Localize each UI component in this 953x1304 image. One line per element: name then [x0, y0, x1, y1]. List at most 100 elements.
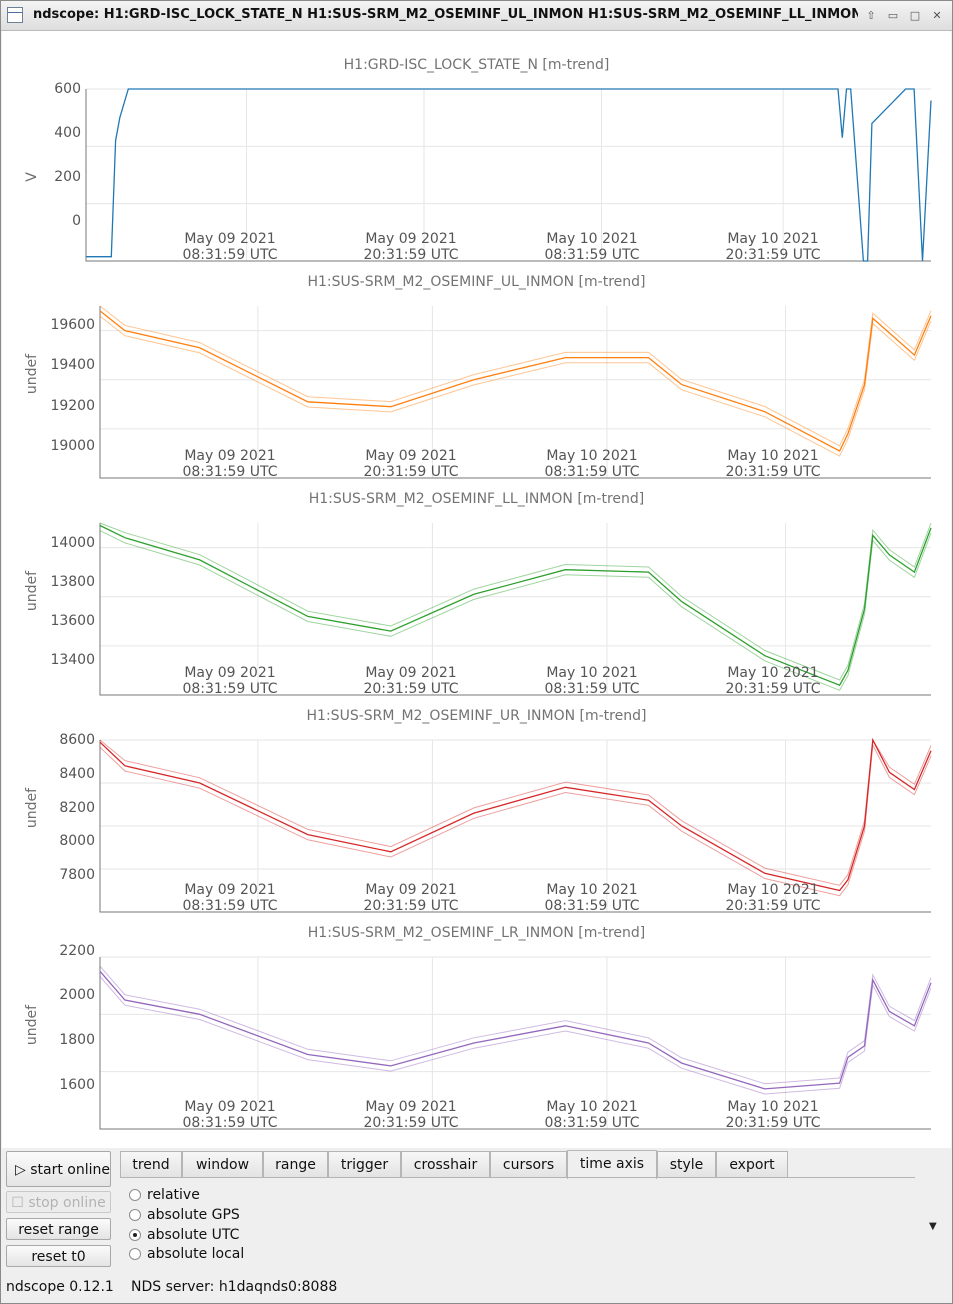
tab-export[interactable]: export: [716, 1151, 788, 1177]
x-tick-label: May 10 2021 08:31:59 UTC: [544, 448, 640, 480]
x-tick-label: May 10 2021 08:31:59 UTC: [544, 882, 640, 914]
plot-lr-inmon[interactable]: H1:SUS-SRM_M2_OSEMINF_LR_INMON [m-trend]…: [2, 919, 951, 1131]
trace-line: [99, 524, 932, 687]
y-tick-label: 19200: [50, 398, 95, 414]
tab-cursors[interactable]: cursors: [490, 1151, 567, 1177]
radio-icon: [129, 1189, 141, 1201]
y-tick-label: 0: [72, 213, 81, 229]
x-tick-label: May 10 2021 20:31:59 UTC: [725, 231, 821, 263]
minimize-icon[interactable]: ▭: [887, 9, 899, 22]
trace-line: [99, 970, 932, 1090]
y-tick-label: 13800: [50, 574, 95, 590]
y-tick-label: 400: [54, 125, 81, 141]
up-arrow-icon[interactable]: ⇧: [866, 9, 876, 22]
trace-envelope-env-hi: [99, 305, 932, 447]
y-axis-label: undef: [24, 1004, 40, 1046]
maximize-icon[interactable]: □: [909, 9, 921, 22]
y-tick-label: 8000: [59, 833, 95, 849]
radio-absolute-local[interactable]: absolute local: [129, 1245, 244, 1263]
reset-t0-button[interactable]: reset t0: [6, 1245, 111, 1267]
control-panel: ▷ start online ☐ stop online reset range…: [2, 1149, 951, 1303]
x-tick-label: May 10 2021 08:31:59 UTC: [544, 231, 640, 263]
close-icon[interactable]: ✕: [932, 9, 942, 22]
version-label: ndscope 0.12.1: [6, 1279, 114, 1295]
x-tick-label: May 10 2021 20:31:59 UTC: [725, 882, 821, 914]
y-tick-label: 19600: [50, 317, 95, 333]
axis-line: [99, 523, 931, 696]
plot-area[interactable]: H1:GRD-ISC_LOCK_STATE_N [m-trend] V 600 …: [2, 31, 951, 1148]
x-tick-label: May 10 2021 08:31:59 UTC: [544, 665, 640, 697]
plot-title: H1:SUS-SRM_M2_OSEMINF_LL_INMON [m-trend]: [308, 491, 645, 507]
plot-canvas[interactable]: [2, 51, 951, 263]
plot-ul-inmon[interactable]: H1:SUS-SRM_M2_OSEMINF_UL_INMON [m-trend]…: [2, 268, 951, 480]
trace-line: [99, 310, 932, 452]
start-online-button[interactable]: ▷ start online: [6, 1151, 111, 1187]
tab-crosshair[interactable]: crosshair: [401, 1151, 490, 1177]
tab-trend[interactable]: trend: [120, 1151, 182, 1177]
y-tick-label: 13600: [50, 613, 95, 629]
y-tick-label: 19000: [50, 438, 95, 454]
reset-range-button[interactable]: reset range: [6, 1218, 111, 1240]
trace-envelope-env-lo: [99, 743, 932, 897]
panel-expand-arrow-icon[interactable]: ▼: [929, 1221, 937, 1232]
y-tick-label: 1600: [59, 1077, 95, 1093]
y-tick-label: 8600: [59, 732, 95, 748]
y-tick-label: 19400: [50, 357, 95, 373]
y-tick-label: 1800: [59, 1032, 95, 1048]
y-tick-label: 13400: [50, 652, 95, 668]
trace-envelope-env-lo: [99, 530, 932, 691]
axis-line: [99, 306, 931, 479]
axis-line: [99, 957, 931, 1130]
tab-trigger[interactable]: trigger: [328, 1151, 401, 1177]
tab-time-axis[interactable]: time axis: [567, 1150, 657, 1179]
x-tick-label: May 09 2021 20:31:59 UTC: [363, 231, 459, 263]
x-tick-label: May 09 2021 20:31:59 UTC: [363, 1099, 459, 1131]
y-tick-label: 8400: [59, 766, 95, 782]
trace-line: [86, 88, 932, 262]
plot-canvas[interactable]: [2, 268, 951, 480]
y-axis-label: undef: [24, 353, 40, 395]
plot-title: H1:SUS-SRM_M2_OSEMINF_LR_INMON [m-trend]: [307, 925, 646, 941]
y-axis-label: undef: [24, 787, 40, 829]
plot-lock-state[interactable]: H1:GRD-ISC_LOCK_STATE_N [m-trend] V 600 …: [2, 51, 951, 263]
play-icon: ▷: [15, 1162, 31, 1178]
trace-envelope-env-lo: [99, 315, 932, 457]
trace-envelope-env-hi: [99, 965, 932, 1085]
radio-relative[interactable]: relative: [129, 1186, 200, 1204]
title-bar[interactable]: ndscope: H1:GRD-ISC_LOCK_STATE_N H1:SUS-…: [1, 1, 952, 31]
tab-window[interactable]: window: [182, 1151, 263, 1177]
checkbox-icon: ☐: [11, 1195, 29, 1211]
nds-server-label: NDS server: h1daqnds0:8088: [131, 1279, 338, 1295]
stop-online-button: ☐ stop online: [6, 1191, 111, 1213]
radio-absolute-gps[interactable]: absolute GPS: [129, 1206, 240, 1224]
radio-absolute-utc[interactable]: absolute UTC: [129, 1226, 239, 1244]
x-tick-label: May 09 2021 20:31:59 UTC: [363, 665, 459, 697]
plot-canvas[interactable]: [2, 702, 951, 914]
plot-ur-inmon[interactable]: H1:SUS-SRM_M2_OSEMINF_UR_INMON [m-trend]…: [2, 702, 951, 914]
app-icon: [7, 7, 23, 23]
x-tick-label: May 10 2021 20:31:59 UTC: [725, 448, 821, 480]
plot-title: H1:SUS-SRM_M2_OSEMINF_UL_INMON [m-trend]: [307, 274, 646, 290]
plot-canvas[interactable]: [2, 485, 951, 697]
plot-ll-inmon[interactable]: H1:SUS-SRM_M2_OSEMINF_LL_INMON [m-trend]…: [2, 485, 951, 697]
x-tick-label: May 10 2021 08:31:59 UTC: [544, 1099, 640, 1131]
tab-style[interactable]: style: [657, 1151, 716, 1177]
x-tick-label: May 09 2021 08:31:59 UTC: [182, 882, 278, 914]
trace-line: [99, 737, 932, 892]
y-tick-label: 600: [54, 81, 81, 97]
tab-range[interactable]: range: [263, 1151, 328, 1177]
x-tick-label: May 10 2021 20:31:59 UTC: [725, 1099, 821, 1131]
y-tick-label: 7800: [59, 867, 95, 883]
radio-icon: [129, 1209, 141, 1221]
x-tick-label: May 09 2021 08:31:59 UTC: [182, 448, 278, 480]
trace-envelope-env-lo: [99, 976, 932, 1095]
plot-canvas[interactable]: [2, 919, 951, 1131]
x-tick-label: May 09 2021 08:31:59 UTC: [182, 231, 278, 263]
radio-selected-icon: [129, 1229, 141, 1241]
y-tick-label: 14000: [50, 535, 95, 551]
x-tick-label: May 09 2021 20:31:59 UTC: [363, 882, 459, 914]
tab-divider: [120, 1177, 915, 1178]
x-tick-label: May 09 2021 08:31:59 UTC: [182, 1099, 278, 1131]
axis-line: [99, 740, 931, 913]
y-tick-label: 2200: [59, 943, 95, 959]
